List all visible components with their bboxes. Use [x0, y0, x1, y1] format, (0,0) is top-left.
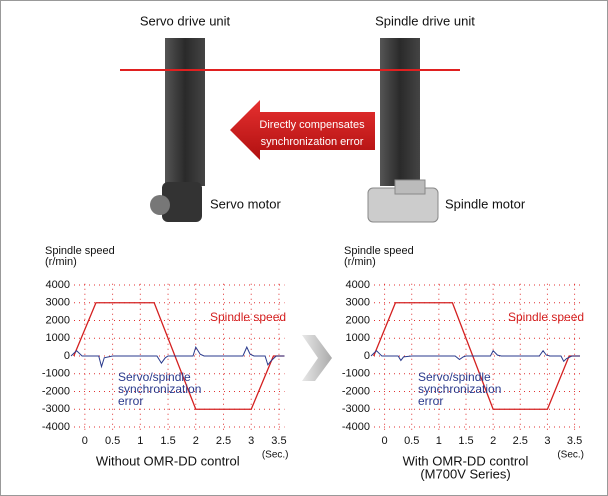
- x-axis-title: With OMR-DD control: [403, 453, 529, 468]
- y-tick-label: 4000: [346, 279, 370, 291]
- x-tick-label: 1: [137, 435, 143, 447]
- y-tick-label: -3000: [42, 403, 70, 415]
- y-tick-label: 3000: [346, 297, 370, 309]
- x-tick-label: 1.5: [458, 435, 473, 447]
- x-tick-label: 0.5: [404, 435, 419, 447]
- series-label: error: [118, 394, 143, 408]
- compare-arrow: [302, 335, 332, 381]
- y-tick-label: 3000: [46, 297, 70, 309]
- x-axis-title: (M700V Series): [420, 466, 510, 481]
- series-label: synchronization: [118, 382, 201, 396]
- x-tick-label: 2.5: [216, 435, 231, 447]
- spindle-motor-box: [394, 179, 426, 195]
- compensation-arrow: [230, 100, 375, 160]
- series-line: [70, 345, 285, 369]
- spindle-unit-label: Spindle drive unit: [375, 13, 475, 28]
- y-tick-label: -3000: [342, 403, 370, 415]
- x-tick-label: 1: [436, 435, 442, 447]
- series-label: synchronization: [418, 382, 501, 396]
- x-tick-label: 3.5: [567, 435, 582, 447]
- y-tick-label: 0: [64, 350, 70, 362]
- x-tick-label: 3: [544, 435, 550, 447]
- x-tick-label: 3: [248, 435, 254, 447]
- y-tick-label: -1000: [42, 368, 70, 380]
- y-axis-title: Spindle speed: [45, 245, 115, 257]
- y-tick-label: 1000: [46, 332, 70, 344]
- y-tick-label: 4000: [46, 279, 70, 291]
- y-tick-label: 2000: [46, 314, 70, 326]
- y-tick-label: -4000: [42, 421, 70, 433]
- y-tick-label: 0: [364, 350, 370, 362]
- y-tick-label: 2000: [346, 314, 370, 326]
- y-axis-title: Spindle speed: [344, 245, 414, 257]
- x-tick-label: 2: [193, 435, 199, 447]
- servo-motor-shaft: [150, 195, 170, 215]
- x-tick-label: 1.5: [160, 435, 175, 447]
- series-label: Spindle speed: [210, 310, 286, 324]
- servo-motor-label: Servo motor: [210, 196, 281, 211]
- series-line: [370, 349, 580, 363]
- spindle-motor-label: Spindle motor: [445, 196, 526, 211]
- servo-motor-icon: [162, 182, 202, 222]
- y-tick-label: 1000: [346, 332, 370, 344]
- arrow-text: Directly compensates: [259, 119, 365, 131]
- series-label: Spindle speed: [508, 310, 584, 324]
- x-tick-label: 0.5: [105, 435, 120, 447]
- y-axis-unit: (r/min): [344, 256, 376, 268]
- x-tick-label: 2: [490, 435, 496, 447]
- series-label: Servo/spindle: [118, 370, 191, 384]
- series-line: [373, 302, 580, 410]
- y-tick-label: -2000: [342, 385, 370, 397]
- x-tick-label: 0: [82, 435, 88, 447]
- servo-drive: [165, 38, 205, 186]
- x-tick-label: 0: [382, 435, 388, 447]
- x-tick-label: 3.5: [271, 435, 286, 447]
- y-tick-label: -1000: [342, 368, 370, 380]
- servo-unit-label: Servo drive unit: [140, 13, 231, 28]
- x-axis-title: Without OMR-DD control: [96, 453, 240, 468]
- series-line: [73, 302, 285, 410]
- y-tick-label: -4000: [342, 421, 370, 433]
- series-label: Servo/spindle: [418, 370, 491, 384]
- y-tick-label: -2000: [42, 385, 70, 397]
- x-axis-unit: (Sec.): [262, 450, 289, 461]
- spindle-drive: [380, 38, 420, 186]
- series-label: error: [418, 394, 443, 408]
- y-axis-unit: (r/min): [45, 256, 77, 268]
- x-axis-unit: (Sec.): [557, 450, 584, 461]
- x-tick-label: 2.5: [513, 435, 528, 447]
- arrow-text: synchronization error: [261, 136, 364, 148]
